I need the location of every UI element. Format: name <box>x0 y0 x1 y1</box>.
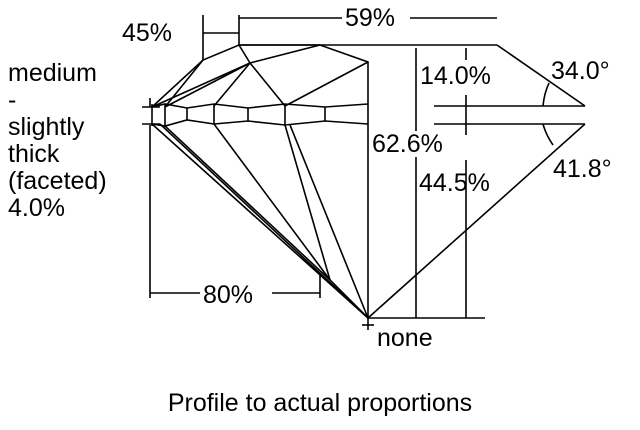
girdle-text: medium <box>8 59 97 87</box>
girdle-text: slightly <box>8 113 85 141</box>
crown-facets <box>151 44 369 318</box>
table-label: 59% <box>345 4 396 32</box>
girdle-text: thick <box>8 140 60 168</box>
caption: Profile to actual proportions <box>167 389 473 417</box>
lower-half-label: 80% <box>203 281 254 309</box>
girdle-facets <box>151 103 369 127</box>
crown-height-label: 14.0% <box>420 62 491 90</box>
girdle-text: - <box>8 86 17 114</box>
culet-label: none <box>377 324 433 352</box>
crown-angle-label: 34.0° <box>551 57 610 85</box>
pavilion-angle-label: 41.8° <box>553 155 612 183</box>
star-length-label: 45% <box>122 19 173 47</box>
total-depth-label: 62.6% <box>372 130 443 158</box>
girdle-text: 4.0% <box>8 194 65 222</box>
pavilion-facets <box>151 123 369 319</box>
pavilion-depth-label: 44.5% <box>419 169 490 197</box>
girdle-text: (faceted) <box>8 167 107 195</box>
girdle-label: medium - slightly thick (faceted) 4.0% <box>8 60 107 222</box>
